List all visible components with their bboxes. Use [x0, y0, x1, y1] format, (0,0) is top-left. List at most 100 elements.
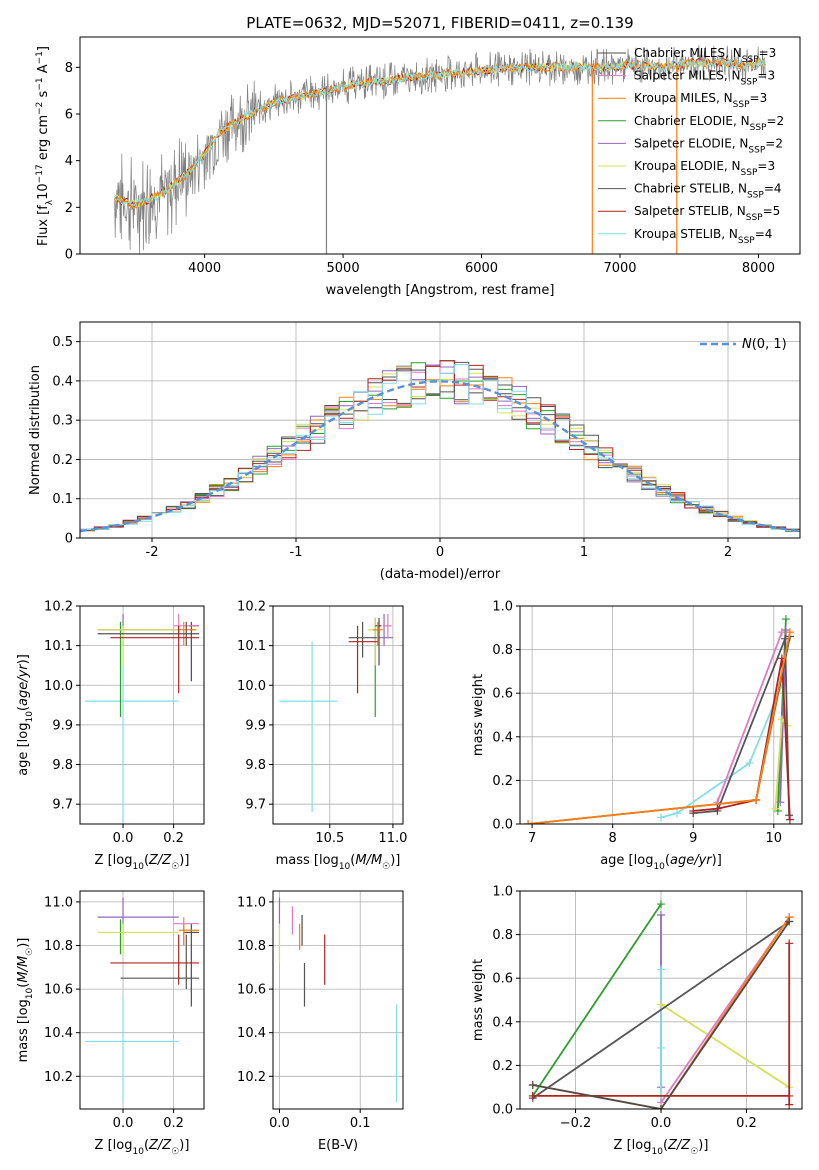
mass-weight-marker	[657, 1043, 665, 1052]
x-tick-label: 7	[528, 831, 536, 846]
y-tick-label: 4	[65, 154, 73, 169]
x-axis-label: E(B-V)	[318, 1138, 358, 1153]
x-tick-label: -2	[146, 545, 159, 560]
y-tick-label: 9.7	[52, 798, 73, 813]
x-tick-label: 0.2	[163, 831, 184, 846]
mass-weight-line	[660, 1003, 790, 1088]
x-tick-label: 0.0	[269, 1116, 290, 1131]
y-tick-label: 11.0	[44, 895, 73, 910]
axes-residuals: -2 -1 0 1 2 0 0.1 0.2 0.3 0.4 0.5 (data-model)/erro…	[28, 321, 801, 582]
mass-weight-line	[716, 631, 783, 803]
mass-weight-marker	[776, 798, 785, 807]
mass-weight-marker	[657, 900, 665, 909]
x-axis-label: mass [log10(M/M☉)]	[276, 853, 401, 872]
legend: Chabrier MILES, NSSP=3 Salpeter MILES, NS…	[598, 46, 784, 246]
y-tick-label: 0.3	[52, 414, 73, 429]
mass-weight-line	[693, 638, 790, 816]
x-tick-label: 0.0	[113, 1116, 134, 1131]
y-tick-label: 10.2	[44, 1070, 73, 1085]
y-tick-label: 10.2	[237, 600, 266, 615]
mass-weight-marker	[713, 804, 722, 813]
y-tick-label: 0.8	[492, 643, 513, 658]
y-tick-label: 8	[65, 61, 73, 76]
y-tick-label: 9.8	[245, 758, 266, 773]
y-tick-label: 10.0	[44, 679, 73, 694]
plot-area-mass_weight_vs_age	[520, 606, 802, 824]
y-tick-label: 10.2	[237, 1070, 266, 1085]
y-tick-label: 0.5	[52, 335, 73, 350]
y-tick-label: 0.6	[492, 687, 513, 702]
y-tick-label: 6	[65, 108, 73, 123]
y-tick-label: 11.0	[237, 895, 266, 910]
x-tick-label: 0	[436, 545, 444, 560]
mass-weight-marker	[771, 804, 780, 813]
mass-weight-line	[660, 684, 783, 819]
y-tick-label: 9.7	[245, 798, 266, 813]
mass-weight-marker	[781, 625, 790, 634]
y-tick-label: 0.8	[492, 928, 513, 943]
x-tick-label: 4000	[188, 261, 221, 276]
x-tick-label: 8	[609, 831, 617, 846]
x-tick-label: -1	[290, 545, 303, 560]
y-tick-label: 0.0	[492, 818, 513, 833]
mass-weight-marker	[785, 628, 794, 637]
mass-weight-marker	[673, 809, 682, 818]
x-tick-label: 0.0	[651, 1116, 672, 1131]
y-tick-label: 9.8	[52, 758, 73, 773]
normal-curve	[80, 380, 800, 533]
plot-area-spectrum	[114, 45, 766, 254]
legend-entry: Kroupa ELODIE, NSSP=3	[634, 159, 775, 178]
legend-entry: Salpeter MILES, NSSP=3	[634, 69, 775, 88]
y-tick-label: 10.1	[44, 639, 73, 654]
y-tick-label: 0.0	[492, 1103, 513, 1118]
x-tick-label: 10.5	[315, 831, 344, 846]
y-axis-label: mass [log10(M/M☉)]	[16, 938, 35, 1063]
legend-entry: Salpeter STELIB, NSSP=5	[634, 204, 780, 223]
x-tick-label: 11.0	[378, 831, 407, 846]
y-tick-label: 0.2	[492, 1059, 513, 1074]
mass-weight-marker	[657, 813, 665, 822]
y-tick-label: 0.2	[52, 453, 73, 468]
mass-weight-marker	[752, 796, 761, 805]
legend-entry: Chabrier ELODIE, NSSP=2	[634, 114, 784, 133]
y-tick-label: 0.4	[52, 374, 73, 389]
x-tick-label: 0.2	[736, 1116, 757, 1131]
y-tick-label: 10.8	[44, 939, 73, 954]
y-tick-label: 0.4	[492, 1015, 513, 1030]
mass-weight-marker	[528, 1091, 537, 1100]
x-tick-label: 2	[724, 545, 732, 560]
x-axis-label: wavelength [Angstrom, rest frame]	[326, 283, 555, 298]
plot-area-mass_vs_EBV	[273, 891, 403, 1109]
y-axis-label: Flux [fλ10−17 erg cm−2 s−1 A−1]	[35, 46, 55, 246]
axes-mass_weight_vs_age: 7 8 9 10 0.0 0.2 0.4 0.6 0.8 1.0 age [log10(age/yr…	[471, 600, 803, 872]
legend-entry: Chabrier MILES, NSSP=3	[634, 46, 776, 65]
y-tick-label: 10.6	[237, 983, 266, 998]
mass-weight-marker	[657, 1000, 665, 1009]
plot-area-mass_vs_Z	[80, 891, 204, 1109]
model-spectrum-line	[114, 58, 766, 207]
y-tick-label: 9.9	[245, 718, 266, 733]
legend-entry: Chabrier STELIB, NSSP=4	[634, 182, 782, 201]
y-axis-label: mass weight	[471, 674, 486, 756]
plot-area-mass_weight_vs_Z	[520, 891, 802, 1109]
axes-mass_weight_vs_Z: −0.2 0.0 0.2 0.0 0.2 0.4 0.6 0.8 1.0 Z [log10(Z/Z…	[471, 885, 803, 1157]
y-tick-label: 10.0	[237, 679, 266, 694]
mass-weight-line	[532, 920, 790, 1109]
axes-frame	[519, 890, 803, 1110]
plot-area-age_vs_Z	[80, 606, 204, 824]
x-tick-label: 5000	[327, 261, 360, 276]
x-axis-label: Z [log10(Z/Z☉)]	[614, 1138, 709, 1157]
y-tick-label: 0.6	[492, 972, 513, 987]
y-tick-label: 10.1	[237, 639, 266, 654]
mass-weight-marker	[785, 917, 794, 926]
residual-histogram	[80, 364, 800, 534]
mass-weight-marker	[657, 1105, 665, 1109]
y-tick-label: 1.0	[492, 600, 513, 615]
axes-frame	[79, 890, 205, 1110]
mass-weight-line	[532, 920, 790, 1099]
mass-weight-marker	[781, 615, 790, 624]
figure-title: PLATE=0632, MJD=52071, FIBERID=0411, z=0…	[246, 14, 633, 32]
x-axis-label: age [log10(age/yr)]	[600, 853, 722, 872]
y-tick-label: 0.2	[492, 774, 513, 789]
mass-weight-line	[532, 903, 662, 1097]
